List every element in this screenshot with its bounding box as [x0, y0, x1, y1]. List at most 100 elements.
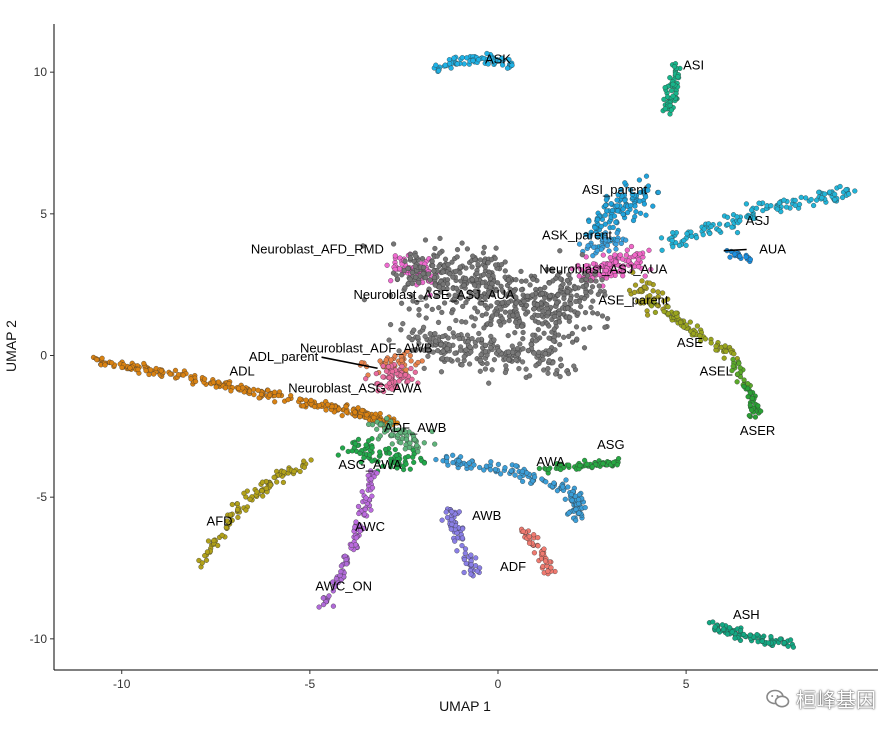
cell-point: [781, 640, 787, 646]
cell-point: [513, 294, 519, 300]
cell-point: [205, 538, 212, 544]
cell-point: [229, 517, 235, 523]
cell-point: [554, 300, 560, 306]
cell-point: [421, 460, 427, 466]
cell-point: [513, 463, 519, 469]
cell-point: [433, 338, 439, 344]
cell-point: [846, 191, 852, 197]
cell-point: [426, 286, 432, 292]
cell-point: [596, 283, 602, 289]
cell-point: [356, 510, 362, 517]
cluster-label: ADF: [500, 559, 526, 574]
cell-point: [243, 507, 249, 513]
cell-point: [554, 461, 560, 467]
cell-point: [480, 280, 486, 286]
cell-point: [552, 347, 558, 353]
cell-point: [325, 402, 331, 408]
cell-point: [448, 526, 454, 532]
cell-point: [590, 310, 596, 316]
cell-point: [393, 384, 399, 390]
cell-point: [736, 360, 742, 366]
cell-point: [387, 450, 393, 456]
cell-point: [380, 463, 386, 469]
cell-point: [587, 234, 593, 240]
cell-point: [642, 284, 648, 290]
cell-point: [403, 436, 410, 442]
cell-point: [565, 305, 571, 311]
cell-point: [474, 568, 480, 574]
cell-point: [759, 638, 765, 644]
cell-point: [384, 262, 390, 268]
cell-point: [473, 555, 479, 561]
cell-point: [297, 468, 303, 475]
cell-point: [415, 359, 421, 366]
cell-point: [576, 510, 582, 516]
cell-point: [369, 458, 375, 464]
cell-point: [308, 397, 314, 403]
cell-point: [563, 477, 569, 483]
cell-point: [451, 55, 457, 61]
cell-point: [259, 488, 265, 494]
cell-point: [792, 197, 798, 203]
cell-point: [529, 292, 535, 298]
cell-point: [650, 203, 656, 209]
cell-point: [440, 333, 446, 340]
cell-point: [499, 300, 505, 306]
cell-point: [413, 274, 419, 280]
cell-point: [275, 392, 282, 399]
cell-point: [747, 402, 753, 408]
cell-point: [353, 535, 359, 541]
cell-point: [362, 511, 368, 517]
cell-point: [362, 506, 368, 512]
cell-point: [546, 335, 552, 341]
cell-point: [557, 374, 563, 380]
cell-point: [478, 352, 484, 358]
cell-point: [361, 455, 367, 461]
cell-point: [852, 188, 858, 194]
cell-point: [620, 273, 626, 279]
cell-point: [520, 336, 526, 342]
cell-point: [151, 371, 157, 377]
cell-point: [586, 218, 592, 224]
cell-point: [668, 107, 674, 113]
cell-point: [661, 96, 667, 102]
cell-point: [531, 550, 537, 556]
cell-point: [548, 565, 554, 571]
cell-point: [776, 200, 782, 206]
cell-point: [148, 367, 154, 373]
x-tick-label: -10: [113, 677, 131, 691]
cell-point: [593, 278, 599, 284]
cell-point: [555, 292, 561, 298]
cell-point: [263, 485, 269, 491]
cell-point: [635, 298, 641, 304]
cell-point: [485, 273, 492, 279]
cell-point: [338, 569, 344, 575]
cell-point: [574, 292, 580, 299]
cell-point: [725, 221, 731, 227]
cell-point: [429, 306, 435, 312]
cell-point: [414, 299, 420, 305]
cell-point: [433, 62, 439, 68]
cell-point: [578, 304, 584, 310]
cell-point: [485, 260, 491, 266]
cell-point: [539, 551, 546, 557]
cell-point: [437, 250, 443, 256]
cell-point: [667, 75, 673, 81]
cell-point: [312, 404, 318, 410]
cell-point: [251, 386, 257, 392]
cluster-label: AUA: [759, 242, 786, 257]
cell-point: [671, 64, 678, 70]
cell-point: [439, 517, 445, 523]
cell-point: [301, 458, 307, 464]
cell-point: [523, 311, 529, 317]
cell-point: [737, 253, 743, 259]
cell-point: [632, 203, 638, 209]
cell-point: [628, 203, 634, 209]
cell-point: [573, 324, 580, 330]
cell-point: [486, 380, 492, 386]
cell-point: [738, 628, 744, 634]
cell-point: [469, 264, 475, 270]
x-axis-title: UMAP 1: [439, 698, 491, 714]
cell-point: [452, 538, 458, 544]
